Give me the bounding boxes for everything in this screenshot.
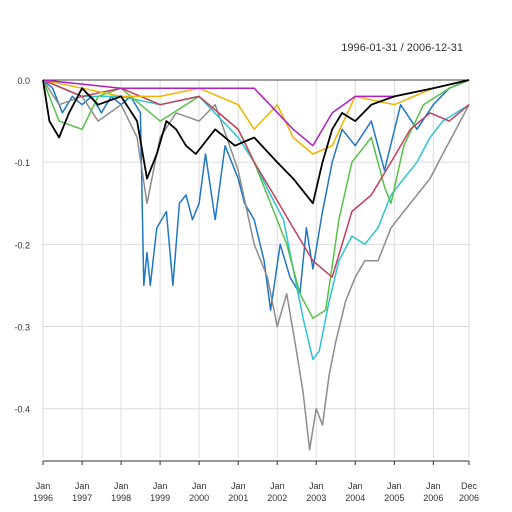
x-tick-label-year: 2006 [459, 493, 479, 503]
y-tick-label: 0.0 [17, 76, 30, 86]
y-tick-label: -0.3 [14, 323, 30, 333]
x-tick-label-month: Jan [231, 481, 246, 491]
x-tick-label-year: 1999 [150, 493, 170, 503]
axis-layer: 0.0 -0.1 -0.2 -0.3 -0.4 Jan 1996 Jan 1997 Jan 1998… [14, 76, 479, 503]
y-tick-label: -0.4 [14, 405, 30, 415]
x-tick-label-month: Jan [387, 481, 402, 491]
y-tick-label: -0.1 [14, 158, 30, 168]
x-tick-label-month: Jan [75, 481, 90, 491]
x-tick-label-year: 2005 [384, 493, 404, 503]
series-line [42, 79, 470, 451]
x-tick-label-month: Jan [192, 481, 207, 491]
x-tick-label-year: 2006 [423, 493, 443, 503]
chart-date-range: 1996-01-31 / 2006-12-31 [341, 42, 463, 54]
x-tick-label-month: Jan [348, 481, 363, 491]
x-tick-label-year: 2002 [267, 493, 287, 503]
x-tick-label-month: Jan [309, 481, 324, 491]
x-tick-label-year: 2003 [306, 493, 326, 503]
x-tick-label-month: Dec [461, 481, 478, 491]
series-line [42, 79, 470, 147]
grid-layer [42, 79, 470, 458]
x-tick-label-year: 1998 [111, 493, 131, 503]
x-tick-label-month: Jan [114, 481, 129, 491]
x-tick-label-year: 2001 [228, 493, 248, 503]
x-tick-label-month: Jan [270, 481, 285, 491]
series-line [42, 79, 470, 361]
x-tick-label-year: 2000 [189, 493, 209, 503]
x-tick-label-month: Jan [426, 481, 441, 491]
series-layer [42, 79, 470, 451]
y-tick-label: -0.2 [14, 240, 30, 250]
x-tick-label-year: 1997 [72, 493, 92, 503]
series-line [42, 79, 470, 205]
series-line [42, 79, 470, 320]
x-tick-label-year: 1996 [33, 493, 53, 503]
x-tick-label-month: Jan [36, 481, 51, 491]
x-tick-label-month: Jan [153, 481, 168, 491]
x-tick-label-year: 2004 [345, 493, 365, 503]
series-line [42, 79, 470, 278]
